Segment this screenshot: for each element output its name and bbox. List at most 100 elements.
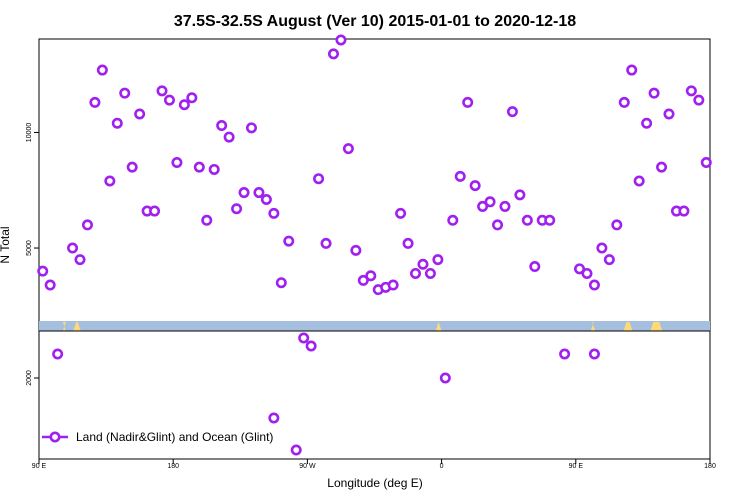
x-axis-label: Longitude (deg E) [327,476,422,490]
data-point [260,193,272,205]
data-point [611,219,623,231]
data-point [89,96,101,108]
chart-title: 37.5S-32.5S August (Ver 10) 2015-01-01 t… [174,13,576,30]
data-point [305,340,317,352]
data-point [37,265,49,277]
data-point [134,108,146,120]
land-patch [73,322,81,331]
data-point [275,277,287,289]
legend-marker [49,431,61,443]
data-point [678,205,690,217]
data-point [514,189,526,201]
ocean-band [39,321,710,331]
data-point [186,92,198,104]
data-point [96,64,108,76]
data-point [402,237,414,249]
data-point [268,207,280,219]
land-patch [650,322,663,331]
data-point [126,161,138,173]
data-point [544,214,556,226]
data-point [357,274,369,286]
data-point [313,173,325,185]
data-points [37,34,712,456]
data-point [283,235,295,247]
data-point [410,267,422,279]
data-point [603,254,615,266]
data-point [685,85,697,97]
data-point [700,157,712,169]
data-point [67,242,79,254]
data-point [156,85,168,97]
data-point [81,219,93,231]
plot-frame [38,38,711,460]
land-patch [623,322,633,331]
legend-label: Land (Nadir&Glint) and Ocean (Glint) [76,430,273,444]
land-patch [590,322,596,331]
data-point [342,143,354,155]
data-point [163,94,175,106]
data-point [462,96,474,108]
map-strip [39,321,710,332]
data-point [432,254,444,266]
data-point [477,200,489,212]
data-point [581,267,593,279]
data-point [588,348,600,360]
data-point [492,219,504,231]
data-point [245,122,257,134]
x-tick-label: 180 [167,463,179,470]
data-point [268,412,280,424]
data-point [648,87,660,99]
y-tick-label: 5000 [26,240,33,256]
data-point [111,117,123,129]
data-point [44,279,56,291]
data-point [178,99,190,111]
data-point [439,372,451,384]
data-point [238,187,250,199]
data-point [74,254,86,266]
data-point [574,263,586,275]
legend: Land (Nadir&Glint) and Ocean (Glint) [42,430,273,444]
data-point [327,48,339,60]
data-point [119,87,131,99]
data-point [223,131,235,143]
land-patch [62,322,66,331]
data-point [290,444,302,456]
data-point [395,207,407,219]
y-tick-label: 2000 [26,370,33,386]
data-point [656,161,668,173]
data-point [320,237,332,249]
y-tick-label: 10000 [26,123,33,143]
data-point [529,261,541,273]
data-point [424,267,436,279]
data-point [469,180,481,192]
data-point [641,117,653,129]
data-point [350,244,362,256]
data-point [365,270,377,282]
x-tick-label: 90 W [299,463,316,470]
data-point [626,64,638,76]
data-point [559,348,571,360]
data-point [298,332,310,344]
data-point [484,196,496,208]
y-axis-label: N Total [0,226,12,263]
data-point [447,214,459,226]
data-point [387,279,399,291]
data-point [633,175,645,187]
data-point [521,214,533,226]
data-point [208,163,220,175]
data-point [171,157,183,169]
data-point [216,120,228,132]
x-tick-label: 90 E [569,463,584,470]
data-point [104,175,116,187]
data-point [693,94,705,106]
data-point [335,34,347,46]
y-axis: 5000 10000 2000 [26,123,39,386]
x-axis: 90 E 180 90 W 0 90 E 180 [32,459,716,470]
x-tick-label: 90 E [32,463,47,470]
x-tick-label: 0 [440,463,444,470]
data-point [149,205,161,217]
data-point [499,200,511,212]
data-point [454,170,466,182]
data-point [253,187,265,199]
